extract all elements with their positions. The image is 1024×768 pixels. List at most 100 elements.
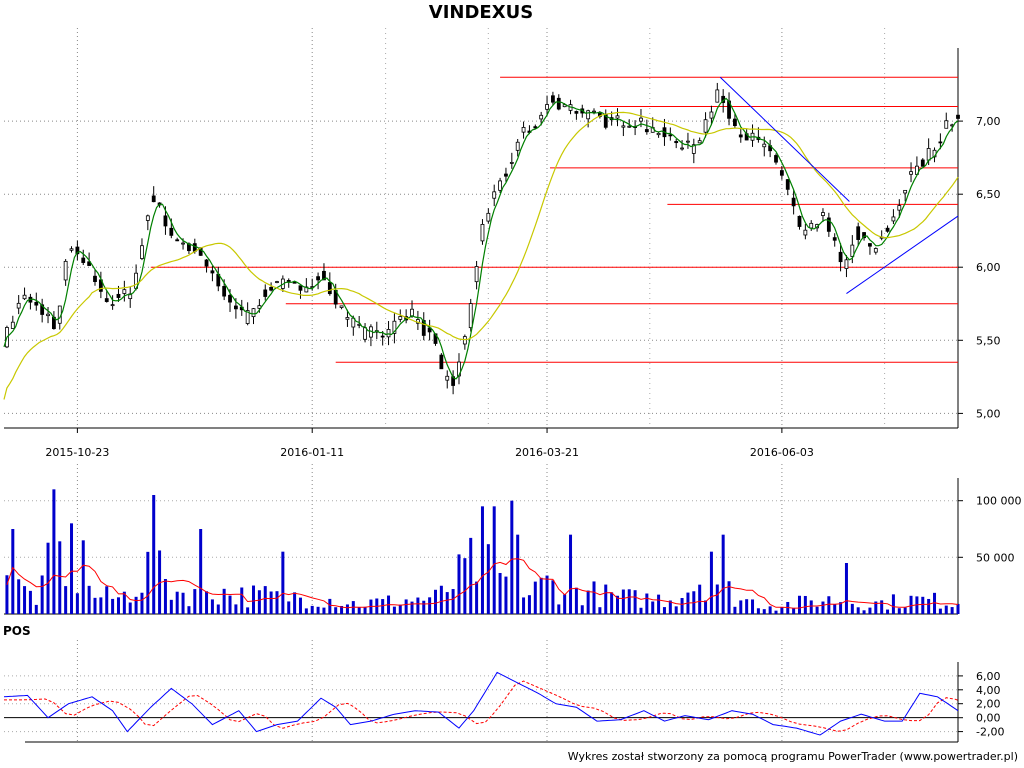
volume-bar xyxy=(903,607,907,614)
candle-body xyxy=(909,171,913,175)
volume-bar xyxy=(897,608,901,614)
candle-body xyxy=(75,246,80,255)
volume-bar xyxy=(193,589,197,614)
candle-body xyxy=(210,270,215,274)
volume-bar xyxy=(809,600,813,614)
candle-body xyxy=(703,119,708,133)
candle-body xyxy=(492,191,497,199)
volume-bar xyxy=(803,595,807,614)
volume-bar xyxy=(216,604,220,614)
volume-bar xyxy=(880,600,884,614)
volume-bar xyxy=(146,551,150,614)
candle-body xyxy=(462,336,467,345)
candle-body xyxy=(322,270,326,281)
volume-bar xyxy=(269,591,273,614)
volume-bar xyxy=(451,589,455,614)
volume-bar xyxy=(416,597,420,614)
candle-body xyxy=(145,215,150,221)
volume-bar xyxy=(651,601,655,614)
volume-bar xyxy=(11,529,15,614)
volume-bar xyxy=(99,597,103,614)
candle-body xyxy=(821,212,825,216)
volume-bar xyxy=(81,540,85,614)
volume-bar xyxy=(792,607,796,614)
candle-body xyxy=(944,120,949,129)
candle-body xyxy=(122,289,127,294)
y-tick-label: 5,00 xyxy=(976,407,1001,420)
candle-body xyxy=(539,114,544,120)
volume-bar xyxy=(844,563,848,614)
volume-bar xyxy=(633,590,637,614)
candle-body xyxy=(938,141,943,144)
chart-title: VINDEXUS xyxy=(428,2,534,23)
candle-body xyxy=(222,286,227,297)
candle-body xyxy=(474,266,479,283)
volume-bar xyxy=(75,593,79,614)
moving-average-line xyxy=(3,97,959,380)
volume-bar xyxy=(492,506,496,614)
volume-bar xyxy=(886,609,890,614)
x-tick-label: 2016-01-11 xyxy=(280,446,344,459)
volume-bar xyxy=(674,606,678,614)
volume-bar xyxy=(169,599,173,614)
volume-bar xyxy=(856,607,860,614)
volume-bar xyxy=(639,607,643,614)
volume-bar xyxy=(569,534,573,614)
volume-bar xyxy=(522,597,526,614)
trendline xyxy=(846,215,959,294)
volume-bar xyxy=(950,607,954,614)
candle-body xyxy=(680,147,684,150)
candle-body xyxy=(785,179,790,190)
footer-credit: Wykres został stworzony za pomocą progra… xyxy=(567,750,1018,763)
candle-body xyxy=(592,110,596,113)
pos-panel-label: POS xyxy=(3,624,31,638)
volume-bar xyxy=(128,602,132,614)
volume-bar xyxy=(304,608,308,614)
candle-body xyxy=(627,125,632,128)
volume-bar xyxy=(252,585,256,614)
x-tick-label: 2015-10-23 xyxy=(45,446,109,459)
candle-body xyxy=(891,216,896,222)
volume-bar xyxy=(363,606,367,614)
candle-body xyxy=(468,303,473,329)
volume-bar xyxy=(850,603,854,614)
volume-bar xyxy=(480,506,484,614)
candle-body xyxy=(897,205,902,211)
volume-bar xyxy=(152,495,156,614)
volume-bar xyxy=(140,592,144,614)
volume-bar xyxy=(187,606,191,614)
candle-body xyxy=(498,180,502,191)
volume-bar xyxy=(222,588,226,614)
volume-bar xyxy=(762,609,766,614)
candle-body xyxy=(873,248,878,253)
volume-bar xyxy=(463,558,467,614)
volume-bar xyxy=(586,590,590,614)
volume-bar xyxy=(298,597,302,614)
candle-body xyxy=(445,375,450,381)
volume-bar xyxy=(645,593,649,614)
volume-bar xyxy=(181,592,185,614)
candle-body xyxy=(521,126,526,133)
volume-bar xyxy=(833,604,837,614)
candle-body xyxy=(639,117,643,122)
volume-bar xyxy=(921,596,925,614)
volume-bar xyxy=(780,607,784,614)
candle-body xyxy=(427,327,432,333)
candle-body xyxy=(251,308,256,318)
candle-body xyxy=(398,316,403,320)
volume-bar xyxy=(956,603,960,614)
candle-body xyxy=(774,155,778,163)
candle-body xyxy=(838,251,843,263)
candle-body xyxy=(69,248,74,251)
volume-bar xyxy=(40,575,44,614)
volume-bar xyxy=(839,602,843,614)
volume-bar xyxy=(891,594,895,614)
volume-bar xyxy=(657,594,661,614)
volume-bar xyxy=(563,594,567,614)
candle-body xyxy=(181,242,185,245)
candle-body xyxy=(779,170,784,176)
candle-body xyxy=(233,305,238,310)
candle-body xyxy=(574,111,579,114)
candle-body xyxy=(345,317,350,320)
candle-body xyxy=(363,327,367,340)
